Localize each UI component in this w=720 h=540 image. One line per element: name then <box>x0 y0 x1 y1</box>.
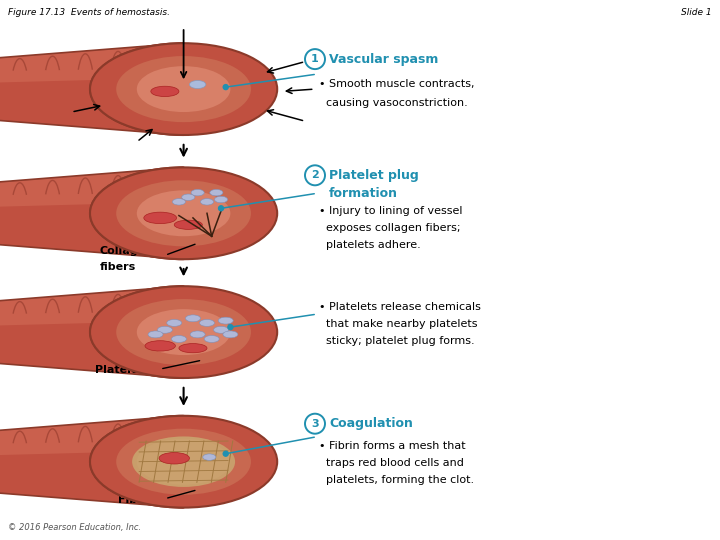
Ellipse shape <box>203 454 216 460</box>
Text: 3: 3 <box>311 418 319 429</box>
Text: Figure 17.13  Events of hemostasis.: Figure 17.13 Events of hemostasis. <box>8 8 170 17</box>
Text: causing vasoconstriction.: causing vasoconstriction. <box>319 98 468 108</box>
Circle shape <box>228 325 233 329</box>
Text: • Smooth muscle contracts,: • Smooth muscle contracts, <box>319 79 474 89</box>
Ellipse shape <box>215 197 228 202</box>
Ellipse shape <box>214 326 228 333</box>
Text: Fibrin: Fibrin <box>118 495 154 505</box>
Ellipse shape <box>179 343 207 353</box>
Ellipse shape <box>199 320 215 326</box>
Ellipse shape <box>145 341 176 351</box>
Text: platelets adhere.: platelets adhere. <box>319 240 420 251</box>
Text: • Platelets release chemicals: • Platelets release chemicals <box>319 302 481 312</box>
Ellipse shape <box>186 315 200 322</box>
Text: exposes collagen fibers;: exposes collagen fibers; <box>319 224 461 233</box>
Text: fibers: fibers <box>100 262 136 272</box>
Ellipse shape <box>171 335 186 342</box>
Text: platelets, forming the clot.: platelets, forming the clot. <box>319 475 474 485</box>
Polygon shape <box>0 286 184 327</box>
Ellipse shape <box>200 199 214 205</box>
Ellipse shape <box>158 326 172 333</box>
Ellipse shape <box>137 309 230 355</box>
Circle shape <box>223 85 228 90</box>
Text: formation: formation <box>329 187 398 200</box>
Text: Vascular spasm: Vascular spasm <box>329 52 438 65</box>
Circle shape <box>219 206 223 211</box>
Polygon shape <box>0 167 184 259</box>
Polygon shape <box>0 416 184 508</box>
Ellipse shape <box>116 180 251 246</box>
Text: © 2016 Pearson Education, Inc.: © 2016 Pearson Education, Inc. <box>8 523 141 532</box>
Ellipse shape <box>116 429 251 495</box>
Text: Platelet plug: Platelet plug <box>329 169 419 182</box>
Ellipse shape <box>90 286 277 378</box>
Ellipse shape <box>144 212 176 224</box>
Text: • Injury to lining of vessel: • Injury to lining of vessel <box>319 206 462 217</box>
Text: sticky; platelet plug forms.: sticky; platelet plug forms. <box>319 336 474 346</box>
Text: 1: 1 <box>311 54 319 64</box>
Circle shape <box>223 451 228 456</box>
Text: that make nearby platelets: that make nearby platelets <box>319 319 477 329</box>
Text: Collagen: Collagen <box>100 246 154 256</box>
Polygon shape <box>0 167 184 209</box>
Ellipse shape <box>132 436 235 487</box>
Ellipse shape <box>116 56 251 122</box>
Ellipse shape <box>148 331 163 338</box>
Polygon shape <box>0 416 184 457</box>
Text: • Fibrin forms a mesh that: • Fibrin forms a mesh that <box>319 441 466 451</box>
Ellipse shape <box>218 317 233 324</box>
Ellipse shape <box>181 194 195 200</box>
Polygon shape <box>0 286 184 378</box>
Ellipse shape <box>90 43 277 135</box>
Ellipse shape <box>151 86 179 97</box>
Polygon shape <box>0 43 184 135</box>
Ellipse shape <box>210 190 223 196</box>
Ellipse shape <box>137 438 230 485</box>
Ellipse shape <box>90 416 277 508</box>
Text: traps red blood cells and: traps red blood cells and <box>319 458 464 468</box>
Ellipse shape <box>204 335 219 342</box>
Ellipse shape <box>189 80 206 89</box>
Polygon shape <box>0 43 184 85</box>
Ellipse shape <box>159 453 189 464</box>
Ellipse shape <box>172 199 186 205</box>
Ellipse shape <box>190 331 205 338</box>
Ellipse shape <box>116 299 251 365</box>
Text: Platelets: Platelets <box>95 365 150 375</box>
Ellipse shape <box>191 190 204 196</box>
Text: Coagulation: Coagulation <box>329 417 413 430</box>
Ellipse shape <box>223 331 238 338</box>
Ellipse shape <box>137 66 230 112</box>
Ellipse shape <box>137 191 230 237</box>
Ellipse shape <box>167 320 181 326</box>
Ellipse shape <box>174 220 202 230</box>
Ellipse shape <box>90 167 277 259</box>
Text: Slide 1: Slide 1 <box>681 8 712 17</box>
Text: 2: 2 <box>311 170 319 180</box>
